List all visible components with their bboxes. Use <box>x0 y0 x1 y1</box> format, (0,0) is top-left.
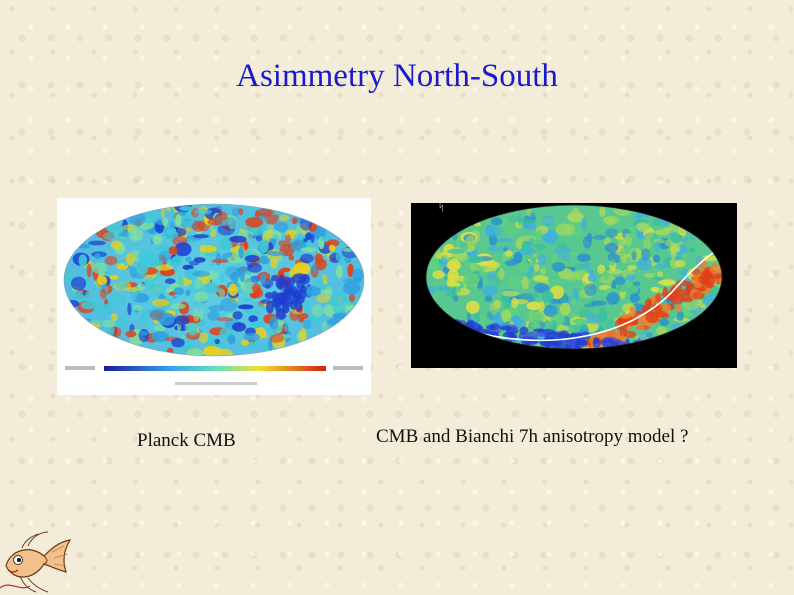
fish-mascot-icon <box>0 531 72 593</box>
planck-caption: Planck CMB <box>137 430 236 451</box>
color-scale-bar <box>104 366 326 371</box>
bianchi-cmb-map-image <box>425 204 723 350</box>
planck-cmb-map-image <box>63 203 365 385</box>
bianchi-caption: CMB and Bianchi 7h anisotropy model ? <box>376 426 689 447</box>
slide-title: Asimmetry North-South <box>236 58 558 94</box>
corner-mark-icon: ᛋ <box>438 201 445 214</box>
bianchi-cmb-map <box>411 203 737 368</box>
planck-cmb-map <box>57 198 371 395</box>
